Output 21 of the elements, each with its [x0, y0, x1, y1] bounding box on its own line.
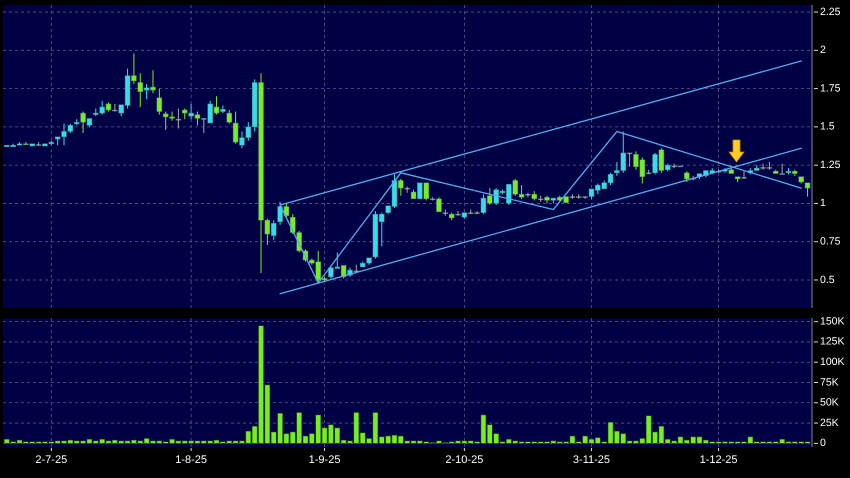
y-tick-label: 100K [820, 356, 845, 368]
x-tick-label: 2-7-25 [35, 454, 68, 466]
y-tick-label: 0.5 [820, 274, 835, 286]
y-tick-label: 2.25 [820, 6, 841, 18]
y-tick-label: 1.25 [820, 158, 841, 171]
y-tick-label: 1 [820, 197, 826, 210]
x-tick-label: 1-8-25 [175, 454, 208, 466]
x-tick-label: 2-10-25 [445, 454, 484, 466]
y-tick-label: 25K [820, 416, 839, 429]
y-tick-label: 0 [820, 437, 826, 450]
y-tick-label: 50K [820, 396, 839, 409]
y-tick-label: 75K [820, 376, 839, 388]
x-tick-label: 1-9-25 [308, 454, 340, 466]
y-tick-label: 1.5 [820, 120, 835, 133]
y-tick-label: 125K [820, 336, 845, 348]
y-tick-label: 1.75 [820, 82, 841, 94]
y-tick-label: 2 [820, 44, 826, 56]
y-tick-label: 150K [820, 315, 845, 328]
y-tick-label: 0.75 [820, 235, 841, 248]
x-tick-label: 3-11-25 [572, 454, 610, 466]
x-tick-label: 1-12-25 [700, 454, 738, 466]
